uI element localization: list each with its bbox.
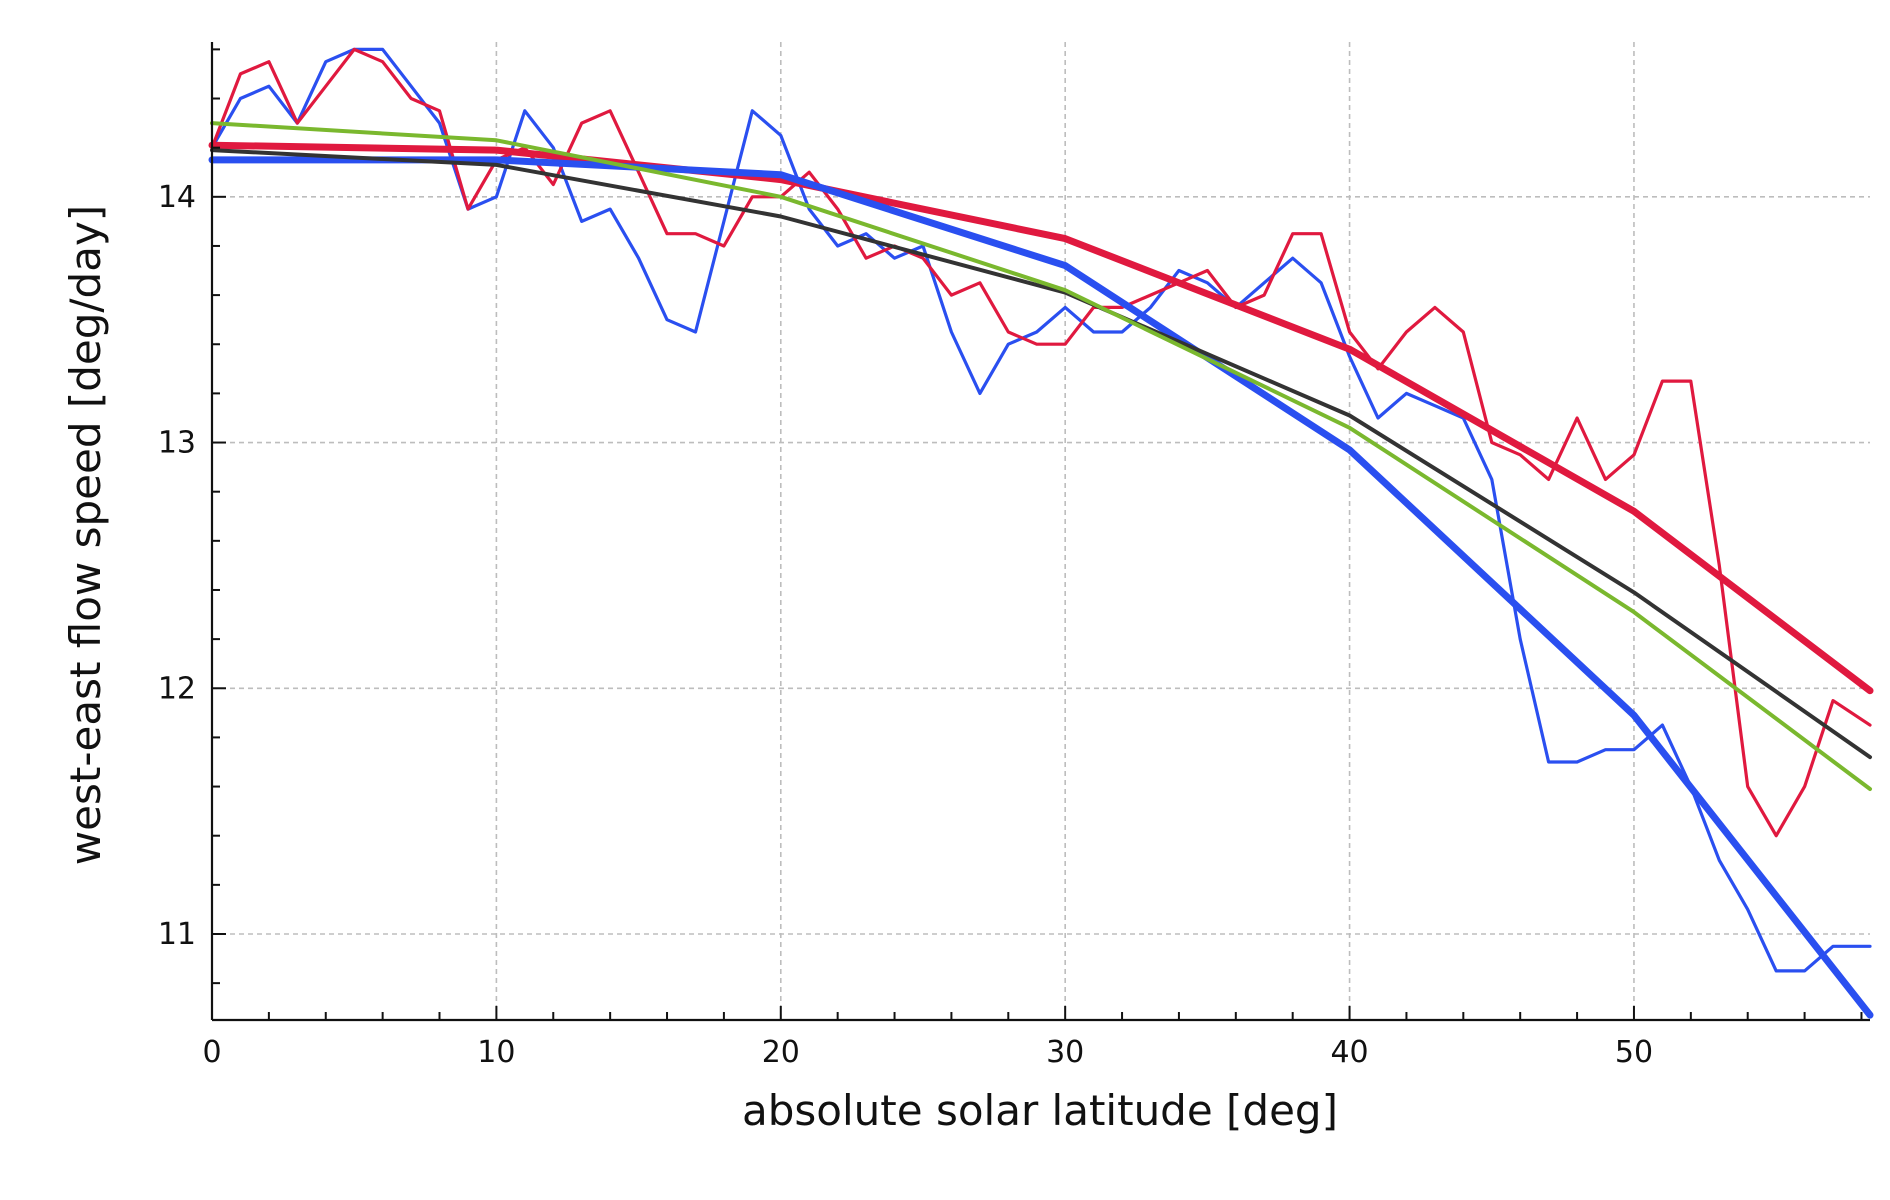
series-layer xyxy=(208,47,1874,1019)
series-line-3-fit xyxy=(208,156,1874,1019)
series-line-4-fit xyxy=(210,148,1872,760)
x-axis-title: absolute solar latitude [deg] xyxy=(742,1086,1338,1135)
x-tick-label: 40 xyxy=(1330,1035,1368,1070)
x-tick-label: 10 xyxy=(477,1035,515,1070)
y-tick-label: 12 xyxy=(158,671,196,706)
series-line-5-fit xyxy=(210,121,1872,791)
series-line-2-fit xyxy=(208,141,1874,695)
y-tick-label: 11 xyxy=(158,917,196,952)
y-axis-title: west-east flow speed [deg/day] xyxy=(61,205,110,865)
y-tick-label: 13 xyxy=(158,426,196,461)
series-line-0-raw xyxy=(210,47,1872,973)
x-tick-label: 30 xyxy=(1046,1035,1084,1070)
x-tick-label: 0 xyxy=(202,1035,221,1070)
y-tick-label: 14 xyxy=(158,180,196,215)
series-line-1-raw xyxy=(210,47,1872,838)
x-tick-label: 20 xyxy=(762,1035,800,1070)
axes-layer: 0 10 20 30 40 50 11 12 13 14 xyxy=(158,42,1870,1070)
x-tick-label: 50 xyxy=(1615,1035,1653,1070)
grid-layer xyxy=(212,42,1870,1020)
